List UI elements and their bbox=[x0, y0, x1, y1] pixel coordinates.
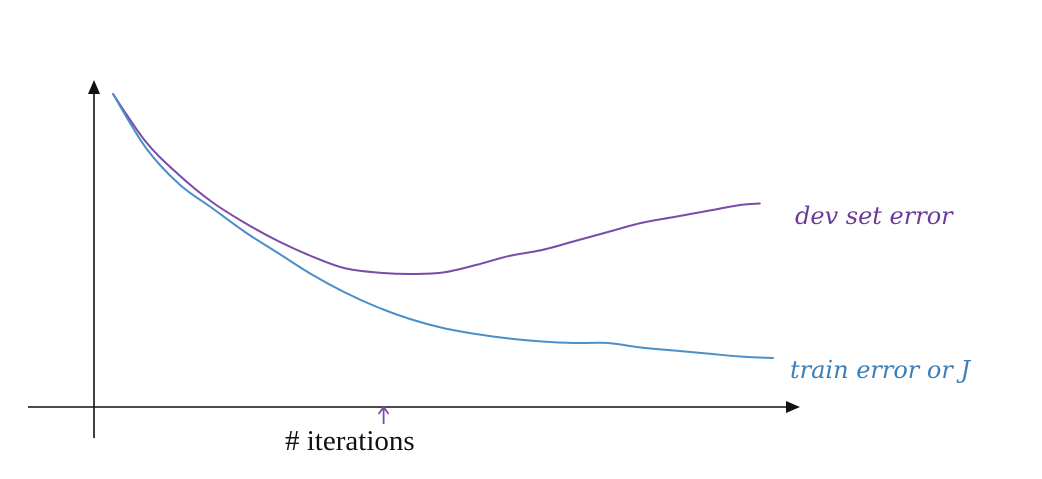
iteration-marker-arrowhead bbox=[377, 405, 390, 415]
train-error-label: train error or J bbox=[790, 356, 971, 384]
axes bbox=[28, 80, 800, 438]
series-layer bbox=[112, 93, 774, 359]
marker-layer bbox=[377, 405, 390, 424]
dev-set-error-line bbox=[112, 93, 761, 275]
label-layer: dev set error train error or J bbox=[790, 202, 971, 384]
x-axis-label: # iterations bbox=[285, 425, 415, 457]
x-axis-arrow bbox=[786, 401, 800, 413]
y-axis-arrow bbox=[88, 80, 100, 94]
dev-set-error-label: dev set error bbox=[795, 202, 954, 230]
train-error-line bbox=[112, 93, 774, 359]
